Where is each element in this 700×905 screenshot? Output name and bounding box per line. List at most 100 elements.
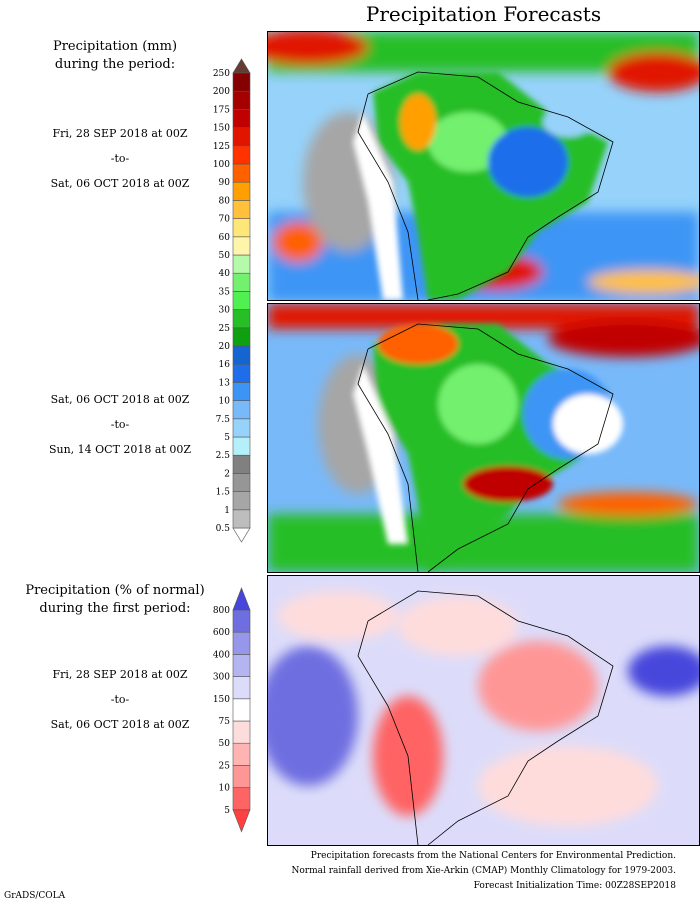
colorbar-label: 50 — [219, 739, 231, 749]
colorbar-bin — [232, 200, 251, 219]
colorbar-label: 2 — [224, 469, 230, 479]
colorbar-label: 80 — [219, 196, 231, 206]
colorbar-bin — [232, 698, 251, 722]
precip-anomaly-map — [268, 576, 699, 845]
colorbar-bin — [232, 654, 251, 677]
colorbar-bin — [232, 382, 251, 401]
colorbar-label: 125 — [213, 142, 230, 152]
colorbar-label: 150 — [213, 695, 230, 705]
colorbar-label: 5 — [224, 433, 230, 443]
colorbar-bottom-triangle — [232, 527, 251, 543]
period1-start: Fri, 28 SEP 2018 at 00Z — [52, 127, 188, 140]
colorbar-pct: 5 10 25 50 75 150 300 400 600 800 — [213, 587, 251, 833]
colorbar-bin — [232, 327, 251, 347]
colorbar-bin — [232, 473, 251, 492]
colorbar-label: 40 — [219, 269, 231, 279]
colorbar-bin — [232, 400, 251, 420]
header-mm-line1: Precipitation (mm) — [52, 39, 178, 54]
colorbar-label: 150 — [213, 124, 230, 134]
colorbar-bin — [232, 454, 251, 474]
colorbar-bin — [232, 631, 251, 655]
grads-credit: GrADS/COLA — [4, 891, 66, 901]
colorbar-bin — [232, 509, 251, 529]
colorbar-label: 25 — [219, 761, 231, 771]
footer-line1: Precipitation forecasts from the Nationa… — [310, 851, 676, 861]
colorbar-top-triangle — [232, 587, 251, 611]
colorbar-top-triangle — [232, 58, 251, 74]
colorbar-label: 90 — [219, 178, 231, 188]
colorbar-bin — [232, 181, 251, 201]
colorbar-label: 800 — [213, 606, 230, 616]
period2-end: Sun, 14 OCT 2018 at 00Z — [48, 443, 192, 456]
colorbar-label: 5 — [224, 806, 230, 816]
colorbar-label: 30 — [219, 306, 231, 316]
colorbar-label: 60 — [219, 233, 231, 243]
colorbar-bin — [232, 436, 251, 456]
header-mm-line2: during the period: — [54, 57, 176, 72]
colorbar-label: 200 — [213, 87, 230, 97]
colorbar-bin — [232, 236, 251, 256]
footer-line3: Forecast Initialization Time: 00Z28SEP20… — [473, 881, 676, 891]
colorbar-bin — [232, 90, 251, 110]
period3-end: Sat, 06 OCT 2018 at 00Z — [50, 718, 190, 731]
map-period1 — [267, 31, 700, 301]
colorbar-label: 10 — [219, 397, 231, 407]
colorbar-bin — [232, 127, 251, 147]
header-pct: Precipitation (% of normal) during the f… — [0, 582, 230, 618]
period1-to: -to- — [110, 152, 130, 165]
period2-start: Sat, 06 OCT 2018 at 00Z — [50, 393, 190, 406]
colorbar-bin — [232, 163, 251, 183]
precip-map-1 — [268, 32, 699, 300]
colorbar-label: 35 — [219, 287, 231, 297]
colorbar-bottom-triangle — [232, 809, 251, 833]
colorbar-bin — [232, 363, 251, 383]
colorbar-label: 600 — [213, 628, 230, 638]
colorbar-label: 13 — [219, 378, 231, 388]
colorbar-bin — [232, 720, 251, 744]
colorbar-bin — [232, 254, 251, 274]
header-mm: Precipitation (mm) during the period: — [0, 38, 230, 74]
colorbar-label: 100 — [213, 160, 230, 170]
colorbar-label: 50 — [219, 251, 231, 261]
header-pct-line1: Precipitation (% of normal) — [25, 583, 205, 598]
colorbar-bin — [232, 345, 251, 365]
period3-to: -to- — [110, 693, 130, 706]
colorbar-label: 400 — [213, 650, 230, 660]
colorbar-label: 7.5 — [216, 415, 231, 425]
colorbar-bin — [232, 609, 251, 633]
colorbar-bin — [232, 272, 251, 292]
colorbar-label: 20 — [219, 342, 231, 352]
colorbar-label: 16 — [219, 360, 231, 370]
colorbar-bin — [232, 109, 251, 128]
colorbar-label: 70 — [219, 215, 231, 225]
colorbar-label: 2.5 — [216, 451, 231, 461]
colorbar-bin — [232, 145, 251, 165]
colorbar-label: 0.5 — [216, 524, 231, 534]
period3-start: Fri, 28 SEP 2018 at 00Z — [52, 668, 188, 681]
colorbar-bin — [232, 676, 251, 700]
colorbar-label: 1 — [224, 506, 230, 516]
period2-to: -to- — [110, 418, 130, 431]
colorbar-bin — [232, 218, 251, 238]
colorbar-bin — [232, 309, 251, 329]
colorbar-label: 175 — [213, 105, 230, 115]
colorbar-mm: 0.5 1 1.5 2 2.5 5 7.5 10 13 16 20 25 30 35 40 50 60 70 80 9… — [213, 58, 251, 543]
colorbar-label: 1.5 — [216, 488, 231, 498]
colorbar-bin — [232, 742, 251, 766]
colorbar-bin — [232, 72, 251, 92]
header-pct-line2: during the first period: — [39, 601, 191, 616]
map-percent-normal — [267, 575, 700, 846]
precip-map-2 — [268, 304, 699, 572]
map-period2 — [267, 303, 700, 573]
page-title: Precipitation Forecasts — [365, 2, 602, 26]
colorbar-bin — [232, 765, 251, 788]
colorbar-label: 75 — [219, 717, 231, 727]
colorbar-label: 10 — [219, 784, 231, 794]
colorbar-label: 250 — [213, 69, 230, 79]
colorbar-bin — [232, 291, 251, 310]
colorbar-bin — [232, 491, 251, 511]
colorbar-bin — [232, 787, 251, 811]
colorbar-label: 300 — [213, 673, 230, 683]
footer-line2: Normal rainfall derived from Xie-Arkin (… — [291, 866, 677, 876]
